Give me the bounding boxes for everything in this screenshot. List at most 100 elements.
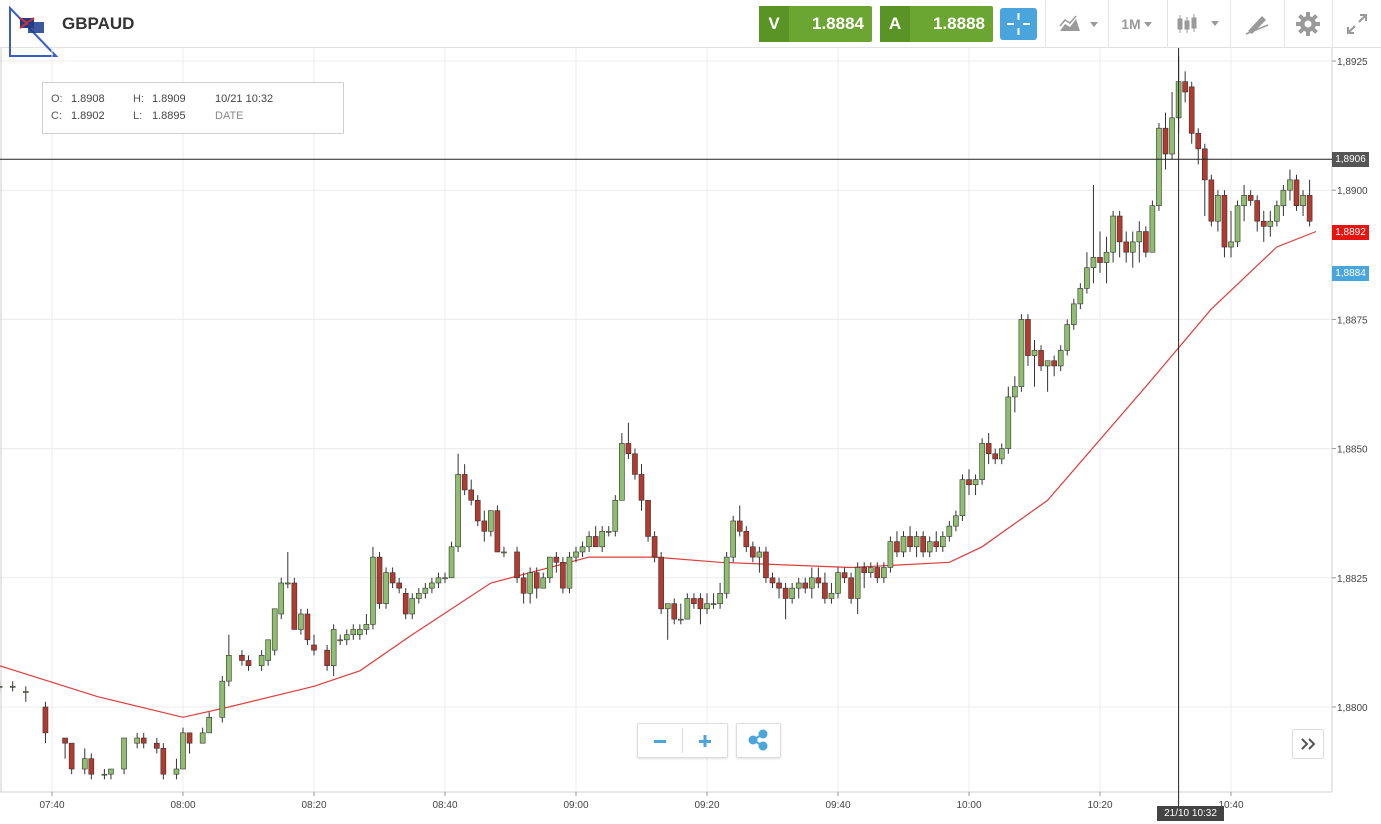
candle-bearish <box>1247 195 1254 201</box>
toolbar: GBPAUD V 1.8884 A 1.8888 1M <box>0 0 1381 57</box>
time-tick-label: 08:20 <box>301 800 326 811</box>
candle-bearish <box>239 655 245 661</box>
candle-bullish <box>226 655 232 682</box>
candle-bearish <box>1162 127 1169 155</box>
candle-bullish <box>1234 205 1241 243</box>
candle-bullish <box>573 551 579 558</box>
zoom-in-button[interactable] <box>683 724 727 757</box>
price-tick-label: 1,8850 <box>1337 445 1368 456</box>
candle-bearish <box>68 742 75 770</box>
candle-bearish <box>481 520 488 532</box>
ma-price-badge: 1,8892 <box>1332 224 1369 240</box>
candle-bullish <box>730 520 737 558</box>
close-value: 1.8902 <box>71 110 105 122</box>
candle-bullish <box>723 556 730 594</box>
candle-bearish <box>468 489 475 501</box>
candles-button[interactable] <box>1172 6 1224 42</box>
candle-bearish <box>1143 231 1149 253</box>
minus-icon <box>654 739 666 743</box>
candle-bearish <box>396 582 402 589</box>
candle-bullish <box>599 530 606 548</box>
toolbar-separator <box>1332 0 1333 48</box>
candle-bullish <box>271 608 278 651</box>
candle-bearish <box>1221 195 1228 248</box>
candle-bullish <box>913 536 920 548</box>
buy-button[interactable]: A 1.8888 <box>880 6 993 42</box>
candle-bearish <box>782 587 789 599</box>
candle-bullish <box>756 551 763 558</box>
expand-button[interactable] <box>1338 6 1376 42</box>
candle-bullish <box>795 582 802 589</box>
price-tick-label: 1,8925 <box>1337 57 1368 68</box>
candle-bearish <box>1188 86 1195 134</box>
candle-bullish <box>612 499 619 532</box>
candle-bearish <box>933 541 940 548</box>
zoom-out-button[interactable] <box>638 724 682 757</box>
flag-icon[interactable] <box>8 6 60 58</box>
candle-bearish <box>1123 241 1129 253</box>
candle-bullish <box>926 541 933 553</box>
candle-bullish <box>101 773 108 776</box>
chevron-down-icon <box>1143 22 1152 27</box>
toolbar-separator <box>1230 0 1231 48</box>
candle-bullish <box>1274 205 1280 222</box>
candle-bullish <box>1280 189 1287 207</box>
candle-bearish <box>533 572 540 589</box>
price-tick-label: 1,8900 <box>1337 186 1368 197</box>
candle-bearish <box>324 649 330 666</box>
candle-bullish <box>566 556 573 589</box>
price-chart[interactable]: 1,8925 1,8900 1,8875 1,8850 1,8825 1,8800 07:4… <box>0 48 1381 824</box>
high-label: H: <box>133 93 144 105</box>
candle-bearish <box>560 561 566 589</box>
candle-bullish <box>1228 241 1234 248</box>
candle-bearish <box>769 577 776 584</box>
open-value: 1.8908 <box>71 93 105 105</box>
candle-bullish <box>501 551 507 554</box>
candle-bearish <box>815 577 822 584</box>
candle-bullish <box>278 582 285 615</box>
candle-bullish <box>835 572 841 594</box>
share-button[interactable] <box>736 723 781 758</box>
candle-bullish <box>540 577 547 589</box>
draw-button[interactable] <box>1235 6 1279 42</box>
scroll-to-latest-button[interactable] <box>1292 729 1324 759</box>
candle-bearish <box>291 582 298 630</box>
candle-bearish <box>658 556 664 610</box>
expand-icon <box>1347 14 1367 34</box>
gear-icon <box>1296 12 1320 36</box>
candle-bullish <box>887 541 894 568</box>
candle-bullish <box>828 593 835 599</box>
candle-bearish <box>154 742 160 749</box>
candle-bearish <box>1116 215 1123 243</box>
time-tick-label: 09:20 <box>694 800 719 811</box>
candle-bullish <box>972 479 979 486</box>
area-chart-icon <box>1059 15 1098 31</box>
timeframe-button[interactable]: 1M <box>1112 6 1164 42</box>
crosshair-button[interactable] <box>1000 8 1037 40</box>
candle-bearish <box>402 593 409 615</box>
candle-bearish <box>763 551 769 579</box>
candle-bearish <box>861 567 868 573</box>
sell-tag: V <box>759 6 789 42</box>
candle-bearish <box>920 536 926 553</box>
candle-bearish <box>632 453 638 475</box>
settings-button[interactable] <box>1288 6 1328 42</box>
candle-bearish <box>1260 220 1267 227</box>
candle-bullish <box>409 598 416 615</box>
candle-bearish <box>62 737 68 744</box>
candle-bearish <box>802 582 809 589</box>
candle-bullish <box>1084 267 1090 289</box>
candle-bearish <box>1254 200 1260 222</box>
candle-bullish <box>717 593 723 604</box>
candle-bearish <box>186 732 193 744</box>
candle-bearish <box>494 510 501 553</box>
instrument-title: GBPAUD <box>62 14 135 33</box>
candle-bullish <box>605 530 612 533</box>
sell-button[interactable]: V 1.8884 <box>759 6 872 42</box>
candle-bullish <box>1012 386 1018 398</box>
ohlc-panel: O: 1.8908 H: 1.8909 10/21 10:32 C: 1.890… <box>42 82 344 134</box>
toolbar-separator <box>1108 0 1109 48</box>
candle-bullish <box>350 629 357 635</box>
candle-bullish <box>9 686 16 688</box>
chart-type-button[interactable] <box>1052 6 1104 42</box>
